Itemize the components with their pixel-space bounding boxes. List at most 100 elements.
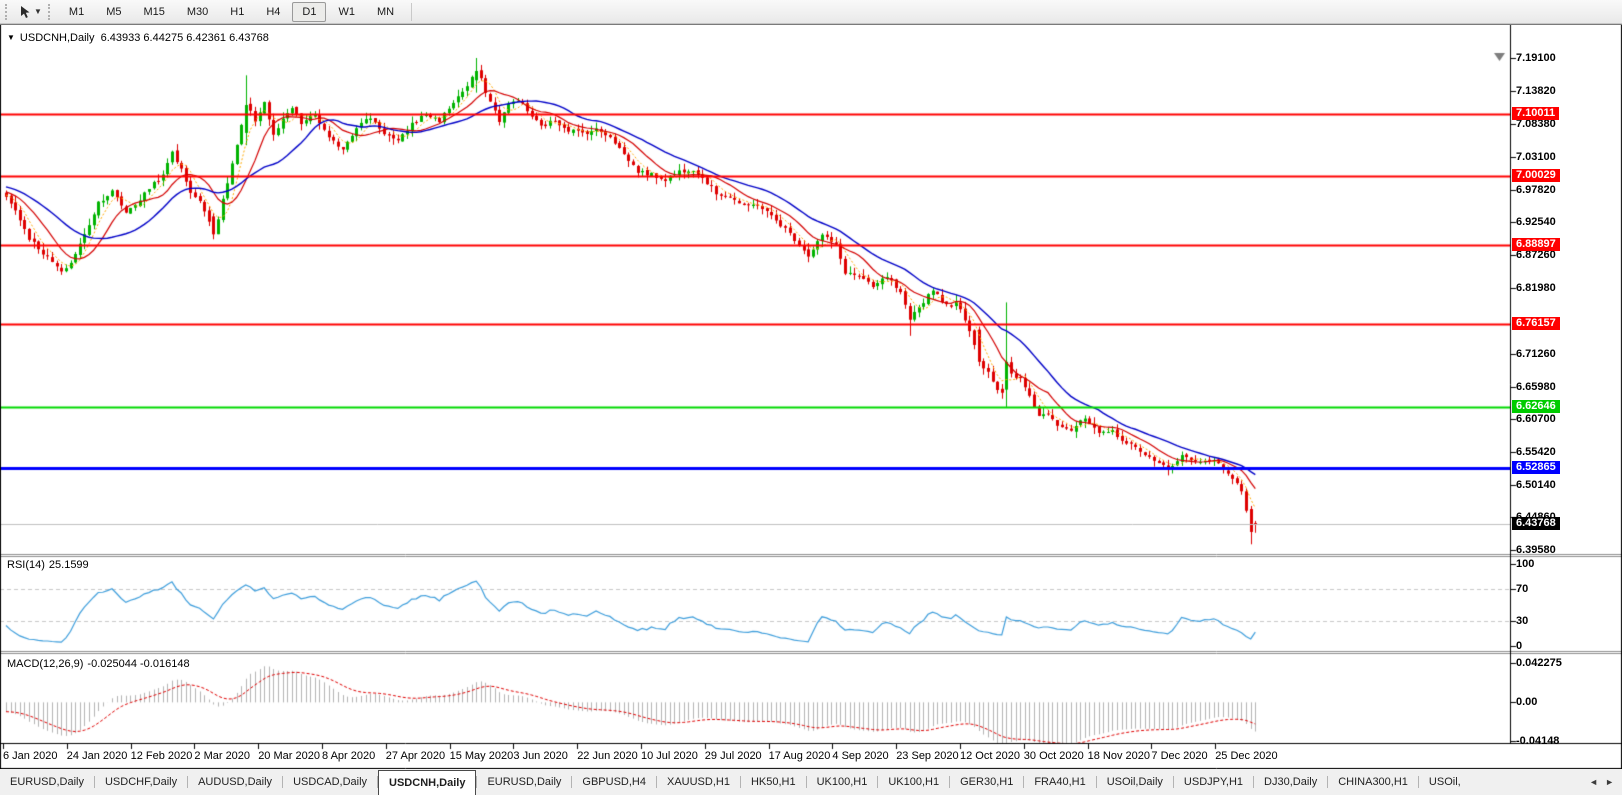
price-axis-tick: 7.03100 bbox=[1516, 150, 1556, 163]
tab-14-usdjpy-h1[interactable]: USDJPY,H1 bbox=[1183, 776, 1244, 788]
chart-symbol: USDCNH,Daily bbox=[19, 32, 95, 44]
top-toolbar: ▼ M1 M5 M15 M30 H1 H4 D1 W1 MN bbox=[0, 0, 1622, 24]
cursor-tool-button[interactable]: ▼ bbox=[15, 4, 45, 20]
tab-0-eurusd-daily[interactable]: EURUSD,Daily bbox=[10, 776, 84, 788]
date-axis-label: 12 Feb 2020 bbox=[130, 750, 193, 762]
tab-17-usoil-[interactable]: USOil, bbox=[1428, 776, 1461, 788]
macd-indicator-values: -0.025044 -0.016148 bbox=[87, 658, 190, 670]
price-axis-tick: 6.60700 bbox=[1516, 413, 1556, 426]
macd-axis-tick: 0.00 bbox=[1516, 696, 1538, 709]
rsi-axis-tick: 100 bbox=[1516, 558, 1535, 570]
level-price-label: 6.88897 bbox=[1512, 237, 1560, 251]
price-axis-tick: 6.65980 bbox=[1516, 380, 1556, 393]
date-axis-label: 22 Jun 2020 bbox=[577, 750, 638, 762]
level-price-label: 6.52865 bbox=[1512, 460, 1560, 474]
collapse-arrow-icon[interactable]: ▼ bbox=[7, 33, 15, 42]
date-axis-label: 8 Apr 2020 bbox=[322, 750, 376, 762]
tab-separator bbox=[949, 776, 951, 788]
tab-6-gbpusd-h4[interactable]: GBPUSD,H4 bbox=[582, 776, 646, 788]
timeframe-button-m15[interactable]: M15 bbox=[143, 5, 165, 18]
timeframe-button-m5[interactable]: M5 bbox=[106, 5, 122, 18]
tab-separator bbox=[655, 776, 657, 788]
tab-5-eurusd-daily[interactable]: EURUSD,Daily bbox=[487, 776, 562, 788]
level-price-label: 6.62646 bbox=[1512, 400, 1560, 414]
tab-4-usdcnh-daily[interactable]: USDCNH,Daily bbox=[378, 770, 477, 795]
current-price-label: 6.43768 bbox=[1512, 517, 1560, 531]
macd-axis-tick: 0.042275 bbox=[1516, 657, 1562, 669]
tab-separator bbox=[1253, 776, 1255, 788]
tab-separator bbox=[877, 776, 879, 788]
tab-2-audusd-daily[interactable]: AUDUSD,Daily bbox=[198, 776, 273, 788]
price-chart-canvas[interactable] bbox=[0, 25, 1622, 769]
tab-separator bbox=[571, 776, 573, 788]
tab-scroll-arrows: ◄ ► bbox=[1581, 769, 1622, 795]
date-axis-label: 27 Apr 2020 bbox=[385, 750, 446, 762]
rsi-axis-tick: 70 bbox=[1516, 582, 1529, 595]
tab-separator bbox=[805, 776, 807, 788]
rsi-indicator-value: 25.1599 bbox=[48, 559, 89, 571]
toolbar-grip2[interactable] bbox=[47, 3, 53, 20]
chart-title: ▼ USDCNH,Daily 6.43933 6.44275 6.42361 6.… bbox=[7, 31, 269, 45]
date-axis-label: 7 Dec 2020 bbox=[1151, 750, 1208, 762]
level-price-label: 7.10011 bbox=[1512, 107, 1560, 121]
date-axis-label: 23 Sep 2020 bbox=[896, 750, 959, 762]
timeframe-button-d1[interactable]: D1 bbox=[292, 1, 327, 22]
chart-window: ▼ USDCNH,Daily 6.43933 6.44275 6.42361 6.… bbox=[0, 24, 1622, 769]
timeframe-button-h1[interactable]: H1 bbox=[230, 5, 245, 18]
tab-scroll-right-icon[interactable]: ► bbox=[1605, 777, 1614, 787]
tab-12-fra40-h1[interactable]: FRA40,H1 bbox=[1034, 776, 1086, 788]
price-axis-tick: 6.97820 bbox=[1516, 183, 1556, 196]
tab-separator bbox=[377, 776, 379, 788]
tab-scroll-left-icon[interactable]: ◄ bbox=[1589, 777, 1599, 787]
timeframe-button-h4[interactable]: H4 bbox=[266, 5, 281, 18]
date-axis-label: 6 Jan 2020 bbox=[3, 750, 58, 762]
timeframe-buttons: M1 M5 M15 M30 H1 H4 D1 W1 MN bbox=[58, 1, 405, 22]
tab-3-usdcad-daily[interactable]: USDCAD,Daily bbox=[293, 776, 368, 788]
symbol-tab-bar: EURUSD,Daily USDCHF,Daily AUDUSD,Daily USDC… bbox=[0, 768, 1622, 795]
date-axis-label: 30 Oct 2020 bbox=[1023, 750, 1084, 762]
price-axis-tick: 6.92540 bbox=[1516, 216, 1556, 229]
price-axis-tick: 7.19100 bbox=[1516, 52, 1556, 64]
tab-separator bbox=[282, 776, 284, 788]
rsi-pane-label: RSI(14) 25.1599 bbox=[7, 559, 93, 572]
tab-7-xauusd-h1[interactable]: XAUUSD,H1 bbox=[666, 776, 730, 788]
date-axis-label: 20 Mar 2020 bbox=[258, 750, 320, 762]
tab-separator bbox=[187, 776, 189, 788]
date-axis-label: 18 Nov 2020 bbox=[1087, 750, 1150, 762]
tab-separator bbox=[93, 776, 95, 788]
tab-10-uk100-h1[interactable]: UK100,H1 bbox=[888, 776, 940, 788]
date-axis-label: 10 Jul 2020 bbox=[641, 750, 698, 762]
tab-11-ger30-h1[interactable]: GER30,H1 bbox=[960, 776, 1014, 788]
price-axis-tick: 6.55420 bbox=[1516, 445, 1556, 458]
tool-dropdown-icon[interactable]: ▼ bbox=[34, 7, 42, 16]
toolbar-grip[interactable] bbox=[5, 3, 10, 20]
tab-separator bbox=[1417, 776, 1419, 788]
level-price-label: 7.00029 bbox=[1512, 168, 1560, 182]
macd-axis-tick: -0.04148 bbox=[1516, 735, 1560, 747]
tab-1-usdchf-daily[interactable]: USDCHF,Daily bbox=[104, 776, 178, 788]
tab-16-china300-h1[interactable]: CHINA300,H1 bbox=[1338, 776, 1408, 788]
tab-separator bbox=[739, 776, 741, 788]
date-axis-label: 4 Sep 2020 bbox=[832, 750, 889, 762]
cursor-arrow-icon bbox=[21, 5, 30, 18]
tab-separator bbox=[476, 776, 478, 788]
timeframe-button-w1[interactable]: W1 bbox=[338, 5, 355, 18]
tab-15-dj30-daily[interactable]: DJ30,Daily bbox=[1264, 776, 1318, 788]
price-axis-tick: 6.39580 bbox=[1516, 544, 1556, 556]
date-axis-label: 24 Jan 2020 bbox=[66, 750, 128, 762]
timeframe-button-m30[interactable]: M30 bbox=[186, 5, 209, 18]
level-price-label: 6.76157 bbox=[1512, 316, 1560, 330]
tab-scroll: EURUSD,Daily USDCHF,Daily AUDUSD,Daily USDC… bbox=[0, 769, 1581, 795]
timeframe-button-mn[interactable]: MN bbox=[376, 5, 395, 18]
tab-9-uk100-h1[interactable]: UK100,H1 bbox=[816, 776, 868, 788]
chart-ohlc-values: 6.43933 6.44275 6.42361 6.43768 bbox=[100, 32, 269, 44]
date-axis-label: 2 Mar 2020 bbox=[194, 750, 251, 762]
rsi-indicator-name: RSI(14) bbox=[7, 559, 45, 571]
tab-8-hk50-h1[interactable]: HK50,H1 bbox=[750, 776, 796, 788]
timeframe-button-m1[interactable]: M1 bbox=[68, 5, 85, 18]
price-axis-tick: 7.08380 bbox=[1516, 118, 1556, 131]
tab-separator bbox=[1023, 776, 1025, 788]
tab-13-usoil-daily[interactable]: USOil,Daily bbox=[1106, 776, 1163, 788]
price-axis-tick: 7.13820 bbox=[1516, 84, 1556, 97]
tab-separator bbox=[1095, 776, 1097, 788]
